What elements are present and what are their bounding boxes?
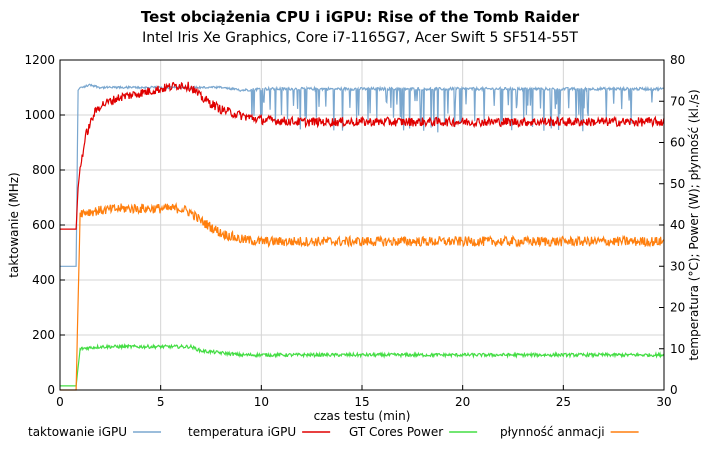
- y-axis-right-label: temperatura (°C); Power (W); płynność (k…: [687, 89, 701, 360]
- series-line-2: [60, 342, 665, 387]
- y-left-tick-label: 200: [32, 328, 55, 342]
- legend-label: temperatura iGPU: [188, 425, 296, 439]
- y-left-tick-label: 1200: [24, 53, 55, 67]
- y-right-tick-label: 50: [670, 177, 685, 191]
- y-axis-left-label: taktowanie (MHz): [7, 172, 21, 277]
- x-tick-label: 0: [56, 395, 64, 409]
- series-line-3: [60, 201, 665, 391]
- ticks: 0 5 10 15 20 25 300200400600800100012000102030…: [24, 53, 685, 409]
- legend-label: płynność anmacji: [500, 425, 605, 439]
- legend-label: GT Cores Power: [349, 425, 443, 439]
- series-layer: [60, 81, 665, 391]
- x-tick-label: 10: [254, 395, 269, 409]
- x-tick-label: 25: [556, 395, 571, 409]
- x-tick-label: 20: [455, 395, 470, 409]
- y-left-tick-label: 400: [32, 273, 55, 287]
- y-left-tick-label: 0: [47, 383, 55, 397]
- y-right-tick-label: 10: [670, 342, 685, 356]
- x-axis-label: czas testu (min): [314, 409, 411, 423]
- y-right-tick-label: 0: [670, 383, 678, 397]
- y-right-tick-label: 70: [670, 94, 685, 108]
- legend-label: taktowanie iGPU: [28, 425, 127, 439]
- y-right-tick-label: 30: [670, 259, 685, 273]
- chart-title: Test obciążenia CPU i iGPU: Rise of the …: [141, 8, 580, 26]
- y-left-tick-label: 800: [32, 163, 55, 177]
- grid: [59, 59, 665, 391]
- x-tick-label: 5: [157, 395, 165, 409]
- y-right-tick-label: 40: [670, 218, 685, 232]
- legend: taktowanie iGPU temperatura iGPU GT Cores …: [28, 425, 639, 439]
- y-right-tick-label: 80: [670, 53, 685, 67]
- chart-subtitle: Intel Iris Xe Graphics, Core i7-1165G7, …: [142, 30, 578, 46]
- x-tick-label: 30: [656, 395, 671, 409]
- x-tick-label: 15: [354, 395, 369, 409]
- y-left-tick-label: 1000: [24, 108, 55, 122]
- y-right-tick-label: 20: [670, 301, 685, 315]
- series-line-1: [60, 81, 665, 230]
- y-left-tick-label: 600: [32, 218, 55, 232]
- y-right-tick-label: 60: [670, 136, 685, 150]
